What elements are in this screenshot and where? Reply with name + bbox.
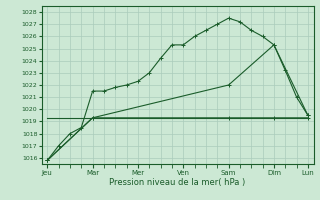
X-axis label: Pression niveau de la mer( hPa ): Pression niveau de la mer( hPa ) — [109, 178, 246, 187]
